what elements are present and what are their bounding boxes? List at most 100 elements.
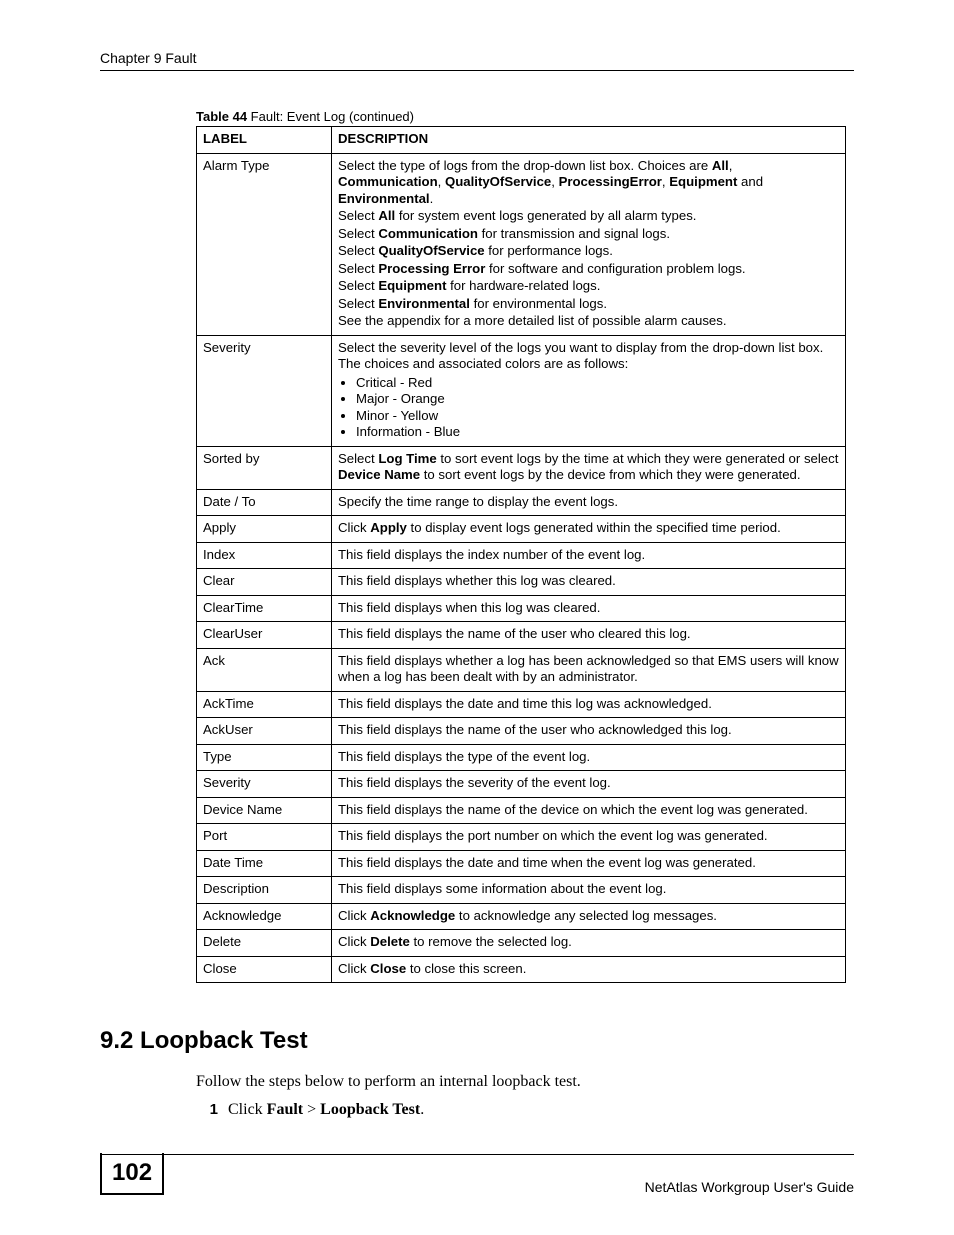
table-row: Delete Click Delete to remove the select… <box>197 930 846 957</box>
text: > <box>303 1101 320 1118</box>
text-bold: Processing Error <box>378 261 485 276</box>
row-desc: This field displays the severity of the … <box>332 771 846 798</box>
row-desc: This field displays the type of the even… <box>332 744 846 771</box>
row-desc: Click Delete to remove the selected log. <box>332 930 846 957</box>
text-bold: Log Time <box>378 451 436 466</box>
event-log-table: LABEL DESCRIPTION Alarm Type Select the … <box>196 126 846 983</box>
text-bold: Acknowledge <box>370 908 455 923</box>
table-row: Close Click Close to close this screen. <box>197 956 846 983</box>
row-label: Severity <box>197 335 332 446</box>
table-row: Severity Select the severity level of th… <box>197 335 846 446</box>
row-label: Clear <box>197 569 332 596</box>
row-label: Sorted by <box>197 446 332 489</box>
row-label: Device Name <box>197 797 332 824</box>
row-label: Close <box>197 956 332 983</box>
row-desc: Specify the time range to display the ev… <box>332 489 846 516</box>
table-row: Apply Click Apply to display event logs … <box>197 516 846 543</box>
col-header-label: LABEL <box>197 127 332 154</box>
text-bold: ProcessingError <box>559 174 662 189</box>
text-bold: Delete <box>370 934 410 949</box>
row-label: Date Time <box>197 850 332 877</box>
row-desc: This field displays some information abo… <box>332 877 846 904</box>
col-header-description: DESCRIPTION <box>332 127 846 154</box>
row-label: Index <box>197 542 332 569</box>
text: Select <box>338 261 378 276</box>
text: Select the severity level of the logs yo… <box>338 340 839 373</box>
list-item: Minor - Yellow <box>356 408 839 425</box>
table-row: Severity This field displays the severit… <box>197 771 846 798</box>
list-item: Information - Blue <box>356 424 839 441</box>
table-caption: Table 44 Fault: Event Log (continued) <box>196 109 854 124</box>
row-desc: Click Close to close this screen. <box>332 956 846 983</box>
row-label: ClearTime <box>197 595 332 622</box>
table-row: Type This field displays the type of the… <box>197 744 846 771</box>
text: for software and configuration problem l… <box>485 261 745 276</box>
row-label: Type <box>197 744 332 771</box>
table-row: Index This field displays the index numb… <box>197 542 846 569</box>
table-row: Ack This field displays whether a log ha… <box>197 648 846 691</box>
table-caption-number: Table 44 <box>196 109 247 124</box>
text-bold: Environmental <box>338 191 430 206</box>
step-text: Click Fault > Loopback Test. <box>228 1101 424 1119</box>
table-row: Date / To Specify the time range to disp… <box>197 489 846 516</box>
section-heading: 9.2 Loopback Test <box>100 1027 854 1055</box>
row-desc: This field displays whether a log has be… <box>332 648 846 691</box>
text: . <box>430 191 434 206</box>
row-label: Port <box>197 824 332 851</box>
row-desc: This field displays the date and time th… <box>332 691 846 718</box>
text: to close this screen. <box>406 961 526 976</box>
text: Select <box>338 296 378 311</box>
section-intro: Follow the steps below to perform an int… <box>196 1073 854 1091</box>
text-bold: Close <box>370 961 406 976</box>
row-desc: This field displays whether this log was… <box>332 569 846 596</box>
text: for hardware-related logs. <box>446 278 600 293</box>
text: Click <box>338 520 370 535</box>
text: , <box>551 174 558 189</box>
text: Select <box>338 243 378 258</box>
step-number: 1 <box>196 1101 218 1118</box>
text: for system event logs generated by all a… <box>395 208 696 223</box>
table-row: Acknowledge Click Acknowledge to acknowl… <box>197 903 846 930</box>
text: to sort event logs by the device from wh… <box>420 467 800 482</box>
row-desc: Click Apply to display event logs genera… <box>332 516 846 543</box>
chapter-header: Chapter 9 Fault <box>100 50 854 71</box>
text: . <box>420 1101 424 1118</box>
text: Click <box>338 961 370 976</box>
page-footer: 102 NetAtlas Workgroup User's Guide <box>100 1154 854 1195</box>
text: Click <box>228 1101 267 1118</box>
table-row: Alarm Type Select the type of logs from … <box>197 153 846 335</box>
text: for performance logs. <box>485 243 613 258</box>
text: Select the type of logs from the drop-do… <box>338 158 712 173</box>
row-label: Severity <box>197 771 332 798</box>
text: Click <box>338 934 370 949</box>
text-bold: Loopback Test <box>320 1101 420 1118</box>
row-desc: This field displays the date and time wh… <box>332 850 846 877</box>
row-label: Apply <box>197 516 332 543</box>
step-row: 1 Click Fault > Loopback Test. <box>196 1101 854 1119</box>
severity-list: Critical - Red Major - Orange Minor - Ye… <box>338 375 839 441</box>
text: for environmental logs. <box>470 296 607 311</box>
table-row: Sorted by Select Log Time to sort event … <box>197 446 846 489</box>
text: to acknowledge any selected log messages… <box>455 908 717 923</box>
footer-guide-name: NetAtlas Workgroup User's Guide <box>645 1171 854 1195</box>
table-row: AckUser This field displays the name of … <box>197 718 846 745</box>
list-item: Critical - Red <box>356 375 839 392</box>
table-caption-text: Fault: Event Log (continued) <box>247 109 414 124</box>
text-bold: QualityOfService <box>378 243 484 258</box>
row-label: Description <box>197 877 332 904</box>
text-bold: All <box>712 158 729 173</box>
text: Select <box>338 451 378 466</box>
text: to remove the selected log. <box>410 934 572 949</box>
row-desc: This field displays when this log was cl… <box>332 595 846 622</box>
row-desc: This field displays the index number of … <box>332 542 846 569</box>
text: , <box>438 174 445 189</box>
row-label: Date / To <box>197 489 332 516</box>
table-row: Port This field displays the port number… <box>197 824 846 851</box>
page-number: 102 <box>100 1153 164 1195</box>
row-label: Alarm Type <box>197 153 332 335</box>
list-item: Major - Orange <box>356 391 839 408</box>
table-row: Device Name This field displays the name… <box>197 797 846 824</box>
row-desc: This field displays the name of the user… <box>332 718 846 745</box>
row-label: AckUser <box>197 718 332 745</box>
text: to sort event logs by the time at which … <box>437 451 839 466</box>
